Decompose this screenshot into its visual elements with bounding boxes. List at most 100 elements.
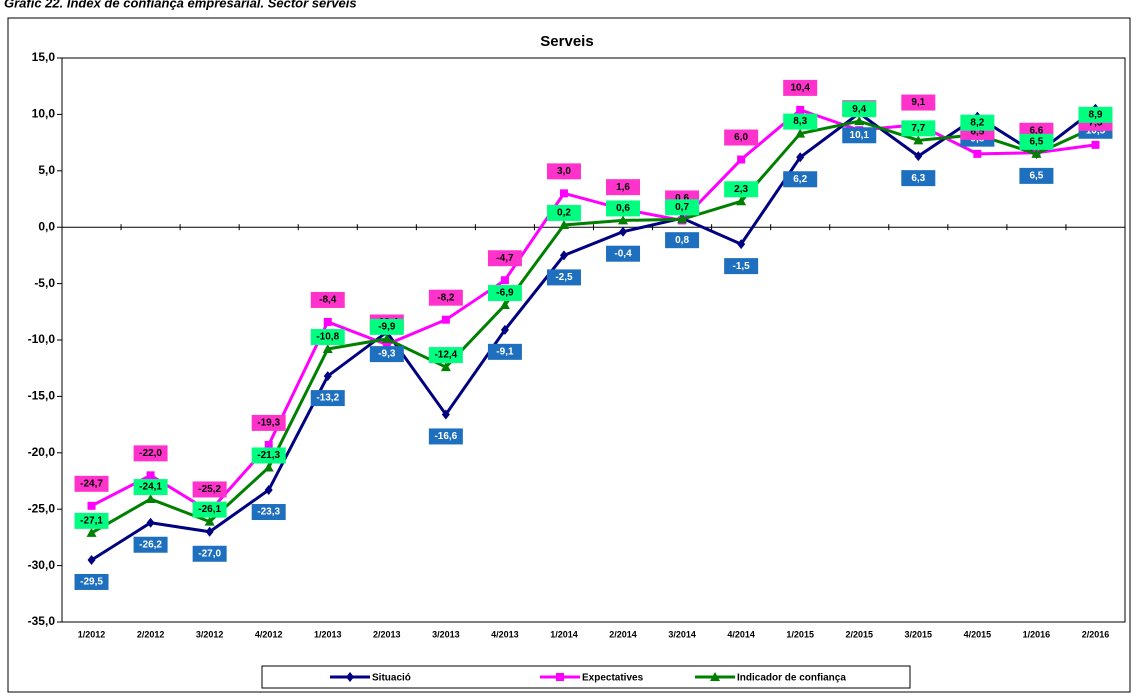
data-label-box [428,347,463,364]
marker [619,226,628,237]
data-label-box [783,79,818,96]
y-tick-label: -5,0 [34,276,55,290]
data-label: 8,9 [1089,109,1103,120]
data-label: 6,5 [970,127,984,138]
marker [263,462,274,472]
y-tick-label: -35,0 [28,614,56,628]
marker [795,128,806,138]
data-label: -2,5 [555,272,573,283]
data-label: 0,6 [616,203,630,214]
x-tick-label: 3/2013 [432,629,460,639]
marker [264,440,273,449]
y-tick-label: -30,0 [28,558,56,572]
x-tick-label: 4/2015 [964,629,992,639]
data-label-box [1019,133,1054,150]
data-label: 10,4 [790,83,810,94]
data-label: 0,7 [675,202,689,213]
x-tick-label: 2/2012 [137,629,165,639]
data-label-box [192,481,227,498]
x-tick-label: 2/2016 [1082,629,1110,639]
y-tick-label: 5,0 [38,163,55,177]
x-tick-label: 1/2013 [314,629,342,639]
data-label-box [428,428,463,445]
data-label: 0,8 [675,235,689,246]
data-label-box [724,129,759,146]
marker [322,344,333,354]
x-tick-label: 3/2012 [196,629,224,639]
data-label: -13,2 [316,393,339,404]
data-label: 10,1 [850,130,870,141]
data-label: 6,0 [734,132,748,143]
marker [736,196,747,206]
x-tick-label: 1/2014 [550,629,578,639]
y-tick-label: -20,0 [28,445,56,459]
x-tick-label: 4/2014 [727,629,755,639]
legend-label: Indicador de confiança [737,673,846,684]
data-label-box [310,291,345,308]
data-label: -1,5 [733,261,751,272]
data-label: 6,3 [911,173,925,184]
x-tick-label: 2/2013 [373,629,401,639]
marker [854,116,865,126]
marker [145,494,156,504]
data-label-box [606,245,641,262]
data-label-box [428,289,463,306]
marker [440,362,451,372]
legend-label: Situació [372,673,411,684]
data-label: -10,8 [316,332,339,343]
data-label: -27,0 [198,548,221,559]
data-label-box [133,536,168,553]
marker [382,340,391,349]
x-tick-label: 1/2012 [78,629,106,639]
data-label: -26,1 [198,504,221,515]
data-label-box [1019,167,1054,184]
marker [737,239,746,250]
data-label: -6,9 [496,288,514,299]
y-tick-label: 15,0 [32,50,56,64]
plot-area [61,57,1126,623]
data-label-box [487,285,522,302]
marker [500,276,509,285]
marker [618,215,629,225]
x-tick-label: 1/2015 [786,629,814,639]
data-label-box [1078,106,1113,123]
x-tick-label: 2/2015 [845,629,873,639]
x-tick-label: 2/2014 [609,629,637,639]
marker [499,300,510,310]
data-label-box [369,318,404,335]
marker [556,673,564,681]
y-tick-label: -15,0 [28,389,56,403]
series-line [90,119,1097,535]
data-label: 0,2 [557,208,571,219]
marker [204,516,215,526]
x-tick-label: 3/2014 [668,629,696,639]
data-label-box [133,445,168,462]
data-label: -16,6 [434,431,457,442]
data-label-box [783,171,818,188]
data-label: 6,2 [793,174,807,185]
marker [323,371,332,382]
data-label: 6,5 [1029,171,1043,182]
data-label: 7,3 [1089,117,1103,128]
data-label: 6,6 [1029,125,1043,136]
data-label-box [783,113,818,130]
marker [913,135,924,145]
data-label-box [606,200,641,217]
marker [914,151,923,162]
data-label-box [74,475,109,492]
series-line [90,107,1097,562]
data-label-box [842,127,877,144]
data-label-box [901,120,936,137]
data-label-box [606,179,641,196]
marker [1091,140,1100,149]
data-label: -8,4 [319,295,337,306]
data-label: 10,5 [1086,125,1106,136]
marker [559,250,568,261]
data-label: -27,1 [80,516,103,527]
data-label-box [251,504,286,521]
data-label: 8,2 [970,117,984,128]
data-label: 9,4 [852,104,866,115]
data-label: 6,5 [1029,137,1043,148]
data-label: -25,2 [198,484,221,495]
data-label-box [74,573,109,590]
